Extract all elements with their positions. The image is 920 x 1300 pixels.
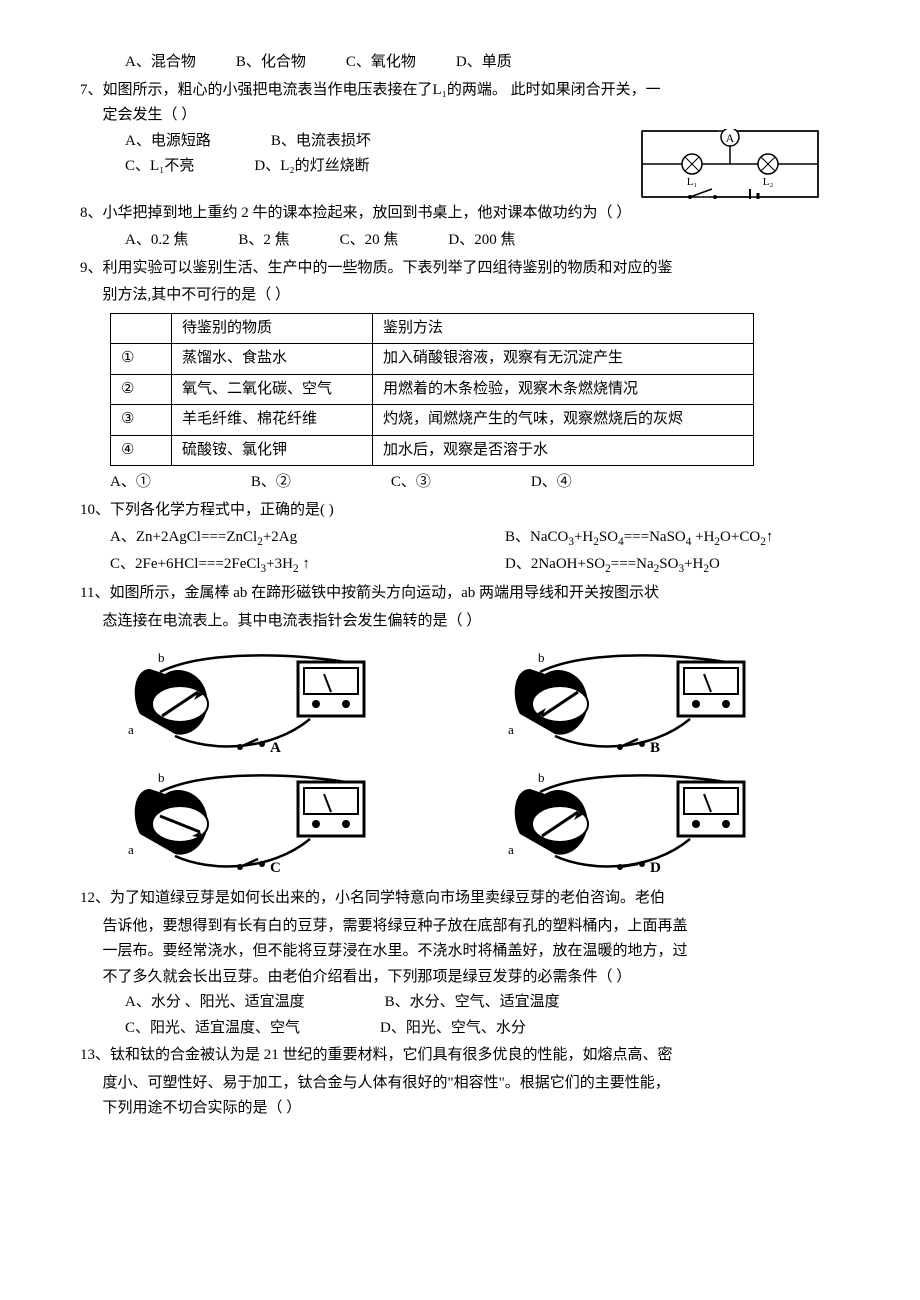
q10-stem: 10、下列各化学方程式中，正确的是( ): [80, 498, 840, 524]
q9-opt-a: A、①: [110, 470, 151, 496]
q7: 7、如图所示，粗心的小强把电流表当作电压表接在了L₁的两端。 此时如果闭合开关，…: [80, 78, 840, 199]
circuit-diagram: A L₁ L₂: [640, 129, 820, 199]
magnet-meter-icon: b a B: [500, 644, 760, 754]
q8-options: A、0.2 焦 B、2 焦 C、20 焦 D、200 焦: [80, 228, 840, 254]
q9-opt-b: B、②: [251, 470, 291, 496]
table-row: ③ 羊毛纤维、棉花纤维 灼烧，闻燃烧产生的气味，观察燃烧后的灰烬: [111, 405, 754, 436]
q7-stem2: 定会发生（ ）: [80, 103, 840, 129]
svg-text:D: D: [650, 860, 661, 874]
q7-stem1: 7、如图所示，粗心的小强把电流表当作电压表接在了L₁的两端。 此时如果闭合开关，…: [80, 78, 840, 104]
q7-opt-b: B、电流表损坏: [271, 129, 371, 155]
q11-stem1: 11、如图所示，金属棒 ab 在蹄形磁铁中按箭头方向运动，ab 两端用导线和开关…: [80, 581, 840, 607]
q6-opt-d: D、单质: [456, 50, 512, 76]
magnet-meter-icon: b a A: [120, 644, 380, 754]
q9-opt-c: C、③: [391, 470, 431, 496]
q9-stem2: 别方法,其中不可行的是（ ）: [80, 283, 840, 309]
q8-opt-b: B、2 焦: [238, 228, 289, 254]
svg-text:B: B: [650, 740, 660, 754]
svg-text:b: b: [538, 650, 545, 665]
lamp-l2-label: L₂: [763, 176, 774, 188]
q11-diagram-b: b a B: [500, 644, 800, 754]
q9-header-c1: 待鉴别的物质: [172, 313, 373, 344]
q7-options-row1: A、电源短路 B、电流表损坏: [80, 129, 630, 155]
q6-options: A、混合物 B、化合物 C、氧化物 D、单质: [80, 50, 840, 76]
q6-opt-c: C、氧化物: [346, 50, 416, 76]
q13-line1: 13、钛和钛的合金被认为是 21 世纪的重要材料，它们具有很多优良的性能，如熔点…: [80, 1043, 840, 1069]
q8-opt-a: A、0.2 焦: [125, 228, 188, 254]
q9-header-c2: 鉴别方法: [373, 313, 754, 344]
ammeter-label: A: [726, 131, 735, 145]
q7-opt-d: D、L₂的灯丝烧断: [254, 154, 369, 180]
svg-text:a: a: [508, 842, 514, 857]
q8-stem: 8、小华把掉到地上重约 2 牛的课本捡起来，放回到书桌上，他对课本做功约为（ ）: [80, 201, 840, 227]
q10-opt-b: B、NaCO3+H2SO4===NaSO4 +H2O+CO2↑: [505, 525, 840, 552]
q11-diagrams: b a A b a: [80, 634, 840, 884]
q10-opt-c: C、2Fe+6HCl===2FeCl3+3H2 ↑: [110, 552, 445, 579]
q12-opt-d: D、阳光、空气、水分: [380, 1016, 526, 1042]
q6-opt-b: B、化合物: [236, 50, 306, 76]
svg-text:C: C: [270, 860, 281, 874]
svg-text:b: b: [158, 650, 165, 665]
q10-opt-d: D、2NaOH+SO2===Na2SO3+H2O: [505, 552, 840, 579]
lamp-l1-label: L₁: [687, 176, 698, 188]
q12-line2: 告诉他，要想得到有长有白的豆芽，需要将绿豆种子放在底部有孔的塑料桶内，上面再盖: [80, 914, 840, 940]
q7-opt-c: C、L₁不亮: [125, 154, 194, 180]
q13-line2: 度小、可塑性好、易于加工，钛合金与人体有很好的"相容性"。根据它们的主要性能，: [80, 1071, 840, 1097]
magnet-meter-icon: b a C: [120, 764, 380, 874]
q12-opt-b: B、水分、空气、适宜温度: [385, 990, 560, 1016]
q11-stem2: 态连接在电流表上。其中电流表指针会发生偏转的是（ ）: [80, 609, 840, 635]
table-row: ② 氧气、二氧化碳、空气 用燃着的木条检验，观察木条燃烧情况: [111, 374, 754, 405]
q8-opt-c: C、20 焦: [340, 228, 399, 254]
q10-opt-a: A、Zn+2AgCl===ZnCl2+2Ag: [110, 525, 445, 552]
svg-text:b: b: [538, 770, 545, 785]
magnet-meter-icon: b a D: [500, 764, 760, 874]
q10-row1: A、Zn+2AgCl===ZnCl2+2Ag B、NaCO3+H2SO4===N…: [80, 525, 840, 552]
q6-opt-a: A、混合物: [125, 50, 196, 76]
q9-opt-d: D、④: [531, 470, 572, 496]
q8-opt-d: D、200 焦: [448, 228, 515, 254]
q10-row2: C、2Fe+6HCl===2FeCl3+3H2 ↑ D、2NaOH+SO2===…: [80, 552, 840, 579]
table-row: ① 蒸馏水、食盐水 加入硝酸银溶液，观察有无沉淀产生: [111, 344, 754, 375]
q12-options-row1: A、水分 、阳光、适宜温度 B、水分、空气、适宜温度: [80, 990, 840, 1016]
svg-text:a: a: [128, 842, 134, 857]
q9-table: 待鉴别的物质 鉴别方法 ① 蒸馏水、食盐水 加入硝酸银溶液，观察有无沉淀产生 ②…: [110, 313, 754, 467]
q11-diagram-c: b a C: [120, 764, 420, 874]
table-row: ④ 硫酸铵、氯化钾 加水后，观察是否溶于水: [111, 435, 754, 466]
q11-diagram-a: b a A: [120, 644, 420, 754]
q7-options-row2: C、L₁不亮 D、L₂的灯丝烧断: [80, 154, 630, 180]
q12-opt-a: A、水分 、阳光、适宜温度: [125, 990, 305, 1016]
q9-stem1: 9、利用实验可以鉴别生活、生产中的一些物质。下表列举了四组待鉴别的物质和对应的鉴: [80, 256, 840, 282]
q13-line3: 下列用途不切合实际的是（ ）: [80, 1096, 840, 1122]
svg-text:A: A: [270, 740, 281, 754]
q12-opt-c: C、阳光、适宜温度、空气: [125, 1016, 300, 1042]
svg-text:a: a: [508, 722, 514, 737]
q12-line4: 不了多久就会长出豆芽。由老伯介绍看出，下列那项是绿豆发芽的必需条件（ ）: [80, 965, 840, 991]
q12-options-row2: C、阳光、适宜温度、空气 D、阳光、空气、水分: [80, 1016, 840, 1042]
q7-opt-a: A、电源短路: [125, 129, 211, 155]
svg-text:b: b: [158, 770, 165, 785]
q11-diagram-d: b a D: [500, 764, 800, 874]
q9-options: A、① B、② C、③ D、④: [80, 470, 840, 496]
q12-line1: 12、为了知道绿豆芽是如何长出来的，小名同学特意向市场里卖绿豆芽的老伯咨询。老伯: [80, 886, 840, 912]
q12-line3: 一层布。要经常浇水，但不能将豆芽浸在水里。不浇水时将桶盖好，放在温暖的地方，过: [80, 939, 840, 965]
svg-text:a: a: [128, 722, 134, 737]
